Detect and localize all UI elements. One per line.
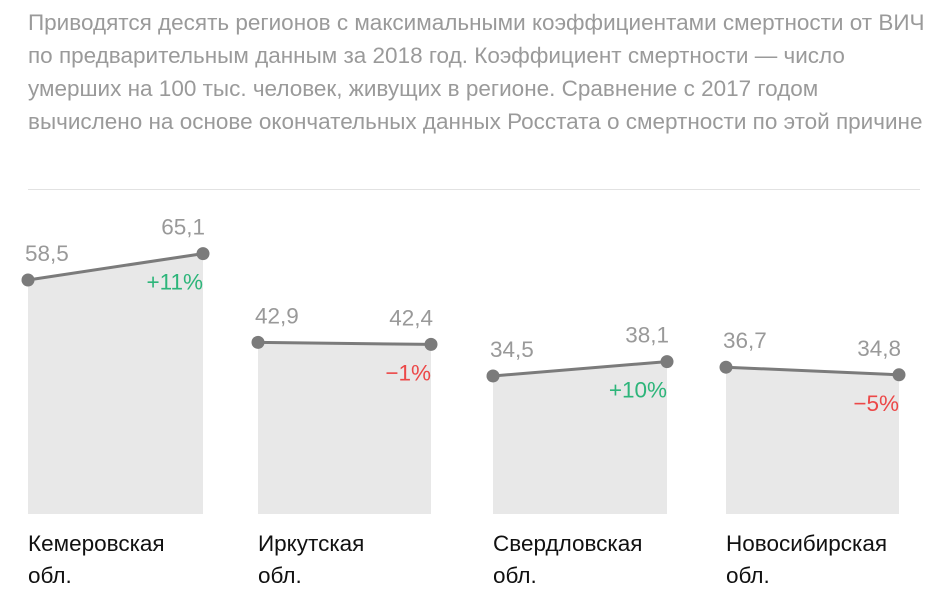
data-point-2017 [719, 360, 733, 374]
region-label: Иркутская обл. [258, 528, 364, 592]
data-point-2017 [21, 273, 35, 287]
data-point-2017 [486, 369, 500, 383]
divider [28, 189, 920, 190]
change-label: +11% [146, 270, 203, 295]
value-label-2017: 34,5 [490, 337, 534, 362]
region-type: обл. [726, 563, 770, 588]
chart-description: Приводятся десять регионов с максимальны… [28, 10, 925, 134]
data-point-2018 [196, 247, 210, 261]
data-point-2018 [892, 368, 906, 382]
value-label-2018: 42,4 [389, 305, 433, 330]
area-fill [726, 367, 899, 514]
change-label: +10% [609, 378, 667, 403]
region-type: обл. [258, 563, 302, 588]
series-line [725, 365, 900, 377]
region-label: Кемеровская обл. [28, 528, 165, 592]
region-name: Новосибирская [726, 531, 888, 556]
data-point-2018 [660, 355, 674, 369]
region-type: обл. [493, 563, 537, 588]
region-label: Новосибирская обл. [726, 528, 887, 592]
value-label-2018: 38,1 [625, 323, 669, 348]
data-point-2017 [251, 335, 265, 349]
value-label-2018: 65,1 [161, 215, 205, 240]
value-label-2017: 36,7 [723, 328, 767, 353]
region-name: Кемеровская [28, 531, 165, 556]
data-point-2018 [424, 337, 438, 351]
change-label: −5% [853, 391, 899, 416]
series-line [257, 340, 432, 346]
region-name: Свердловская [493, 531, 643, 556]
value-label-2018: 34,8 [857, 336, 901, 361]
change-label: −1% [385, 360, 431, 385]
region-name: Иркутская [258, 531, 365, 556]
value-label-2017: 42,9 [255, 303, 299, 328]
series-line [492, 360, 668, 378]
area-fill [258, 342, 431, 514]
value-label-2017: 58,5 [25, 241, 69, 266]
region-type: обл. [28, 563, 72, 588]
area-fill [493, 361, 667, 514]
region-label: Свердловская обл. [493, 528, 642, 592]
series-line [27, 252, 204, 282]
area-fill [28, 253, 203, 514]
